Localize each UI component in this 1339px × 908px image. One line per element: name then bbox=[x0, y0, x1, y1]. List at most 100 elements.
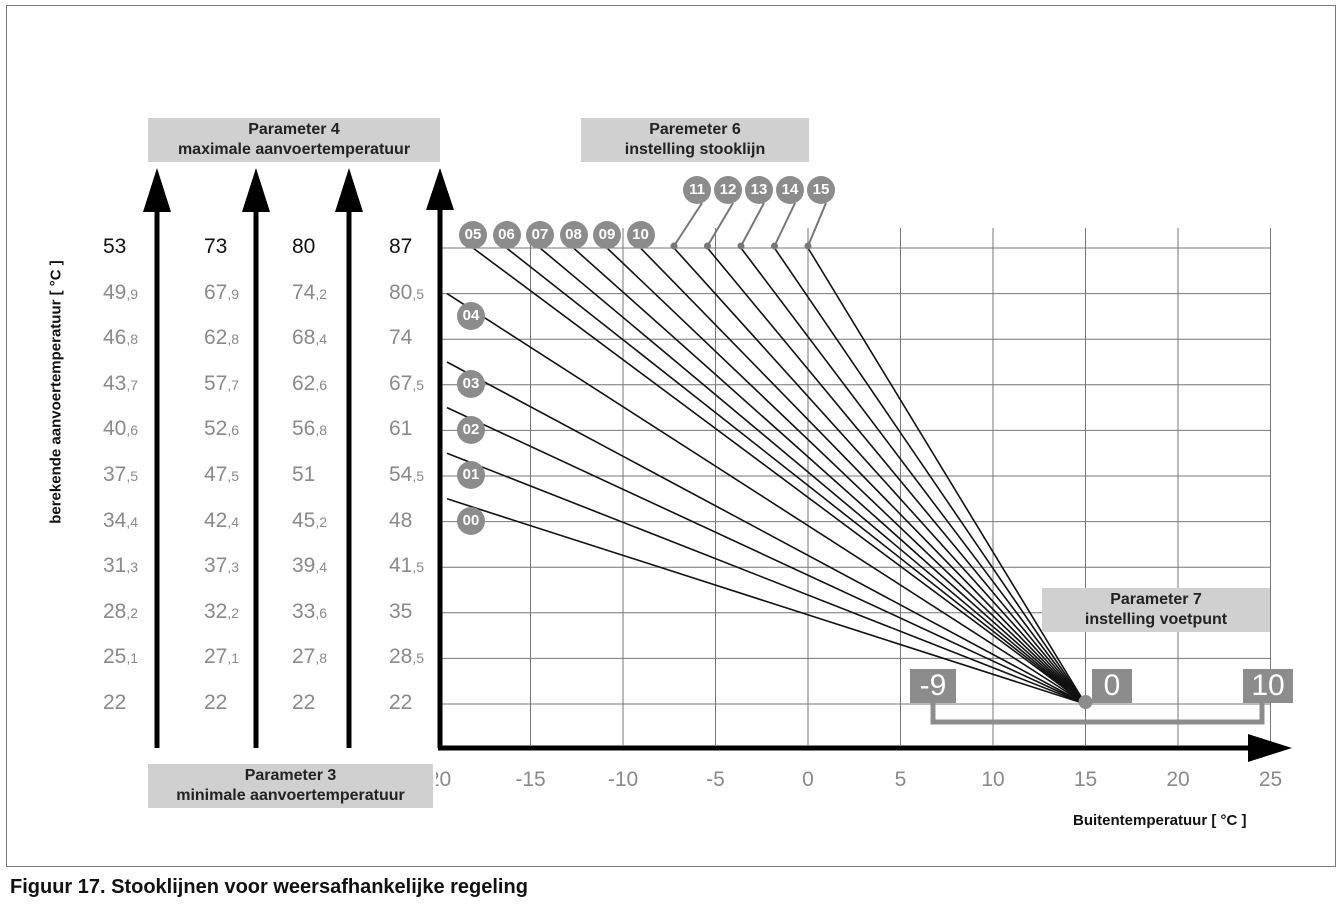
scale-value: 48 bbox=[389, 508, 413, 532]
parameter-4-title: Parameter 4 bbox=[248, 121, 340, 138]
x-tick-label: -20 bbox=[420, 768, 452, 791]
curve-badge-01: 01 bbox=[457, 461, 485, 490]
badge-leader-dot-15 bbox=[804, 242, 812, 250]
curve-badge-14: 14 bbox=[776, 176, 804, 204]
scale-max-value: 87 bbox=[389, 235, 413, 258]
scale-value: 62,6 bbox=[292, 371, 328, 395]
scale-value: 33,6 bbox=[292, 599, 328, 623]
curve-badge-07: 07 bbox=[526, 221, 554, 249]
badge-leader-dot-12 bbox=[704, 242, 711, 250]
x-tick-label: -15 bbox=[515, 768, 546, 791]
curve-badge-04: 04 bbox=[457, 301, 485, 330]
heating-curve-02 bbox=[446, 406, 1086, 705]
scale-value: 62,8 bbox=[204, 326, 240, 350]
heating-curve-00 bbox=[446, 498, 1086, 705]
parameter-7-box: Parameter 7 instelling voetpunt bbox=[1042, 588, 1270, 632]
scale-value: 27,1 bbox=[204, 645, 240, 669]
scale-value: 74,2 bbox=[292, 280, 328, 304]
curve-badge-03: 03 bbox=[457, 370, 485, 398]
heating-curve-11 bbox=[673, 247, 1087, 705]
scale-value: 43,7 bbox=[103, 371, 139, 395]
badge-leader-15 bbox=[807, 202, 827, 247]
scale-value: 37,3 bbox=[204, 554, 240, 578]
scale-max-value: 80 bbox=[292, 235, 316, 258]
scale-value: 74 bbox=[389, 326, 413, 350]
scale-value: 28,2 bbox=[103, 599, 139, 623]
x-axis-label: Buitentemperatuur [ °C ] bbox=[1073, 812, 1247, 829]
scale-value: 22 bbox=[389, 691, 413, 714]
parameter-4-box: Parameter 4 maximale aanvoertemperatuur bbox=[148, 118, 440, 162]
footpoint-bracket bbox=[930, 695, 1265, 725]
footpoint-value-box: 0 bbox=[1092, 669, 1132, 703]
heating-curve-08 bbox=[572, 247, 1087, 705]
heating-curves bbox=[446, 202, 1087, 705]
scale-value: 49,9 bbox=[103, 280, 139, 304]
heating-curve-12 bbox=[706, 247, 1087, 705]
scale-value: 31,3 bbox=[103, 554, 139, 578]
parameter-3-box: Parameter 3 minimale aanvoertemperatuur bbox=[148, 764, 433, 808]
scale-value: 28,5 bbox=[389, 645, 425, 669]
scale-value: 67,5 bbox=[389, 371, 425, 395]
scale-value: 37,5 bbox=[103, 463, 139, 486]
scale-value: 68,4 bbox=[292, 326, 328, 350]
parameter-6-desc: instelling stooklijn bbox=[624, 141, 766, 158]
scale-value: 54,5 bbox=[389, 463, 425, 486]
scale-value: 56,8 bbox=[292, 417, 328, 441]
badge-leader-dot-14 bbox=[771, 242, 778, 250]
scale-value: 27,8 bbox=[292, 645, 328, 669]
scale-value: 34,4 bbox=[103, 508, 139, 532]
scale-value: 45,2 bbox=[292, 508, 328, 532]
x-tick-label: 15 bbox=[1073, 768, 1098, 791]
parameter-6-box: Paremeter 6 instelling stooklijn bbox=[581, 118, 809, 162]
curve-badge-02: 02 bbox=[457, 415, 485, 444]
scale-value: 22 bbox=[292, 691, 316, 714]
parameter-6-title: Paremeter 6 bbox=[649, 121, 741, 138]
scale-value: 22 bbox=[204, 691, 228, 714]
scale-value: 40,6 bbox=[103, 417, 139, 441]
parameter-3-desc: minimale aanvoertemperatuur bbox=[176, 787, 405, 804]
curve-badge-08: 08 bbox=[559, 221, 588, 249]
badge-leader-dot-11 bbox=[670, 242, 678, 250]
curve-badge-06: 06 bbox=[492, 221, 521, 249]
scale-value: 41,5 bbox=[389, 554, 425, 578]
parameter-4-desc: maximale aanvoertemperatuur bbox=[177, 141, 411, 158]
heating-curve-01 bbox=[446, 452, 1086, 705]
curve-badge-12: 12 bbox=[714, 176, 742, 204]
scale-value: 39,4 bbox=[292, 554, 328, 578]
heating-curve-06 bbox=[506, 247, 1086, 705]
grid-lines bbox=[440, 228, 1271, 745]
scale-value: 42,4 bbox=[204, 508, 240, 532]
curve-badge-10: 10 bbox=[626, 221, 655, 249]
curve-badge-09: 09 bbox=[593, 221, 621, 249]
heating-curve-14 bbox=[773, 247, 1087, 705]
badge-leader-14 bbox=[773, 202, 796, 247]
figure-frame bbox=[6, 5, 1336, 867]
footpoint-min-box: -9 bbox=[910, 669, 956, 703]
scale-arrows bbox=[143, 168, 363, 748]
scale-value: 61 bbox=[389, 417, 413, 441]
x-axis-arrowhead bbox=[1248, 734, 1292, 762]
heating-curve-13 bbox=[740, 247, 1087, 705]
scale-value: 32,2 bbox=[204, 599, 240, 623]
badge-leader-12 bbox=[706, 202, 734, 247]
parameter-7-desc: instelling voetpunt bbox=[1084, 611, 1228, 628]
scale-value: 51 bbox=[292, 463, 316, 486]
scale-value: 25,1 bbox=[103, 645, 139, 669]
scale-value: 35 bbox=[389, 599, 413, 623]
x-tick-label: 0 bbox=[802, 768, 814, 791]
scale-value: 80,5 bbox=[389, 280, 425, 304]
heating-curve-15 bbox=[807, 247, 1087, 705]
x-tick-label: -10 bbox=[607, 768, 639, 791]
footpoint-dot bbox=[1078, 695, 1093, 709]
figure-caption: Figuur 17. Stooklijnen voor weersafhanke… bbox=[10, 876, 528, 898]
scale-value: 57,7 bbox=[204, 371, 240, 395]
scale-value: 47,5 bbox=[204, 463, 240, 486]
badge-leader-dot-13 bbox=[737, 242, 745, 250]
curve-badge-15: 15 bbox=[807, 176, 835, 204]
scale-value: 22 bbox=[103, 691, 127, 714]
badge-leader-13 bbox=[740, 202, 765, 247]
parameter-3-title: Parameter 3 bbox=[244, 767, 337, 784]
heating-curve-07 bbox=[539, 247, 1087, 705]
y-axis-label: berekende aanvoertemperatuur [ °C ] bbox=[47, 260, 65, 524]
